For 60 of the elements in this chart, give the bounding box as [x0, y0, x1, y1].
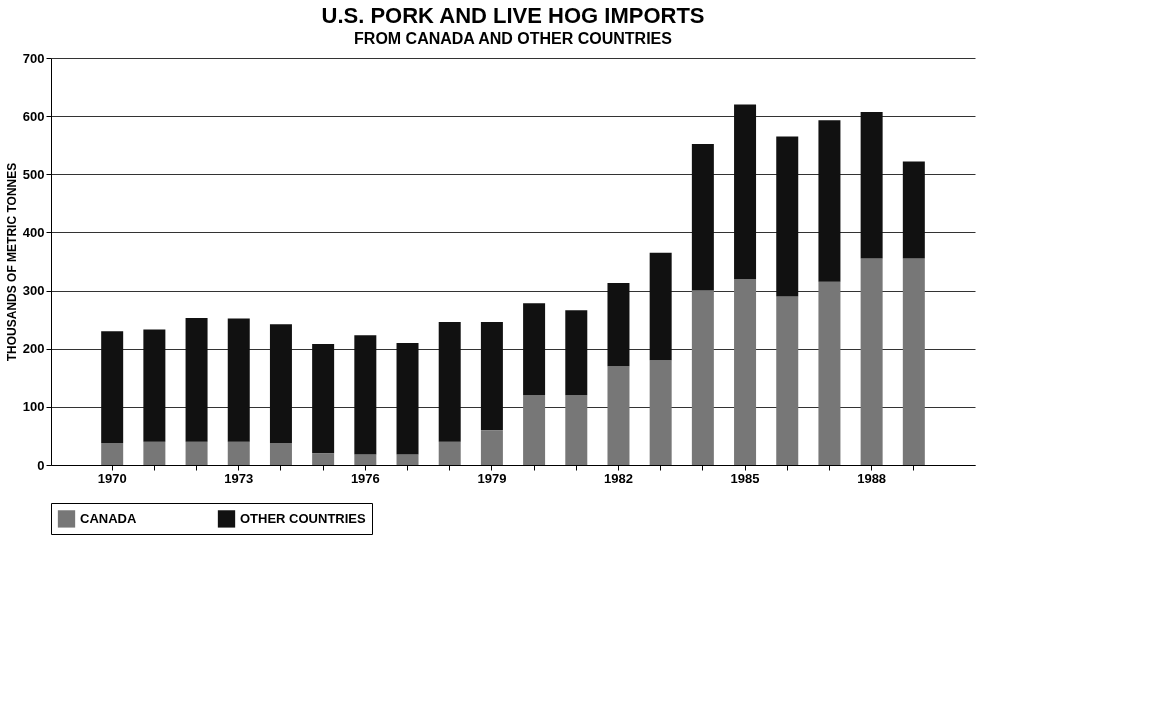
bar: [734, 278, 757, 465]
legend-label: CANADA: [80, 510, 137, 526]
bar: [565, 395, 588, 465]
x-tick-label: 1976: [350, 470, 380, 486]
bar: [860, 112, 883, 259]
bar: [691, 290, 714, 465]
bar: [312, 344, 335, 454]
bar: [691, 144, 714, 291]
bar: [396, 342, 419, 455]
bar: [734, 104, 757, 279]
x-tick-label: 1982: [604, 470, 633, 486]
y-tick-label: 400: [22, 224, 45, 240]
legend-label: OTHER COUNTRIES: [240, 510, 366, 526]
bar: [227, 318, 250, 442]
bar: [438, 441, 461, 465]
y-tick-label: 500: [22, 166, 45, 182]
bar: [143, 441, 166, 465]
bar: [523, 303, 546, 396]
y-tick-label: 300: [22, 283, 45, 299]
x-tick-label: 1985: [730, 470, 760, 486]
bar: [396, 454, 419, 465]
y-tick-label: 200: [22, 341, 45, 357]
bar: [185, 441, 208, 465]
y-tick-label: 700: [22, 50, 45, 66]
bar: [354, 335, 377, 455]
x-tick-label: 1970: [97, 470, 127, 486]
bar: [438, 321, 461, 442]
bar: [649, 252, 672, 361]
bar: [818, 281, 841, 465]
bar: [902, 161, 925, 259]
y-axis-title: THOUSANDS OF METRIC TONNES: [4, 162, 19, 362]
y-tick-label: 100: [22, 399, 45, 415]
bar: [565, 310, 588, 396]
y-tick-label: 0: [37, 457, 45, 473]
bar: [185, 317, 208, 442]
bar: [523, 395, 546, 465]
bar: [354, 454, 377, 465]
bar: [312, 453, 335, 465]
bar: [860, 258, 883, 465]
bar: [227, 441, 250, 465]
bar: [480, 321, 503, 431]
bar: [776, 136, 799, 297]
bar: [902, 258, 925, 465]
x-tick-label: 1979: [477, 470, 507, 486]
bar: [607, 283, 630, 367]
bar: [269, 324, 292, 443]
bar: [776, 296, 799, 465]
bar: [101, 331, 124, 443]
x-tick-label: 1988: [857, 470, 887, 486]
bar: [607, 366, 630, 465]
bar: [649, 360, 672, 465]
y-tick-label: 600: [22, 108, 45, 124]
chart-subtitle: FROM CANADA AND OTHER COUNTRIES: [354, 30, 673, 47]
bar: [818, 120, 841, 282]
bar: [101, 442, 124, 465]
chart-title: U.S. PORK AND LIVE HOG IMPORTS: [321, 3, 705, 28]
bar: [480, 430, 503, 465]
x-tick-label: 1973: [224, 470, 254, 486]
bar: [269, 442, 292, 465]
bar: [143, 329, 166, 442]
